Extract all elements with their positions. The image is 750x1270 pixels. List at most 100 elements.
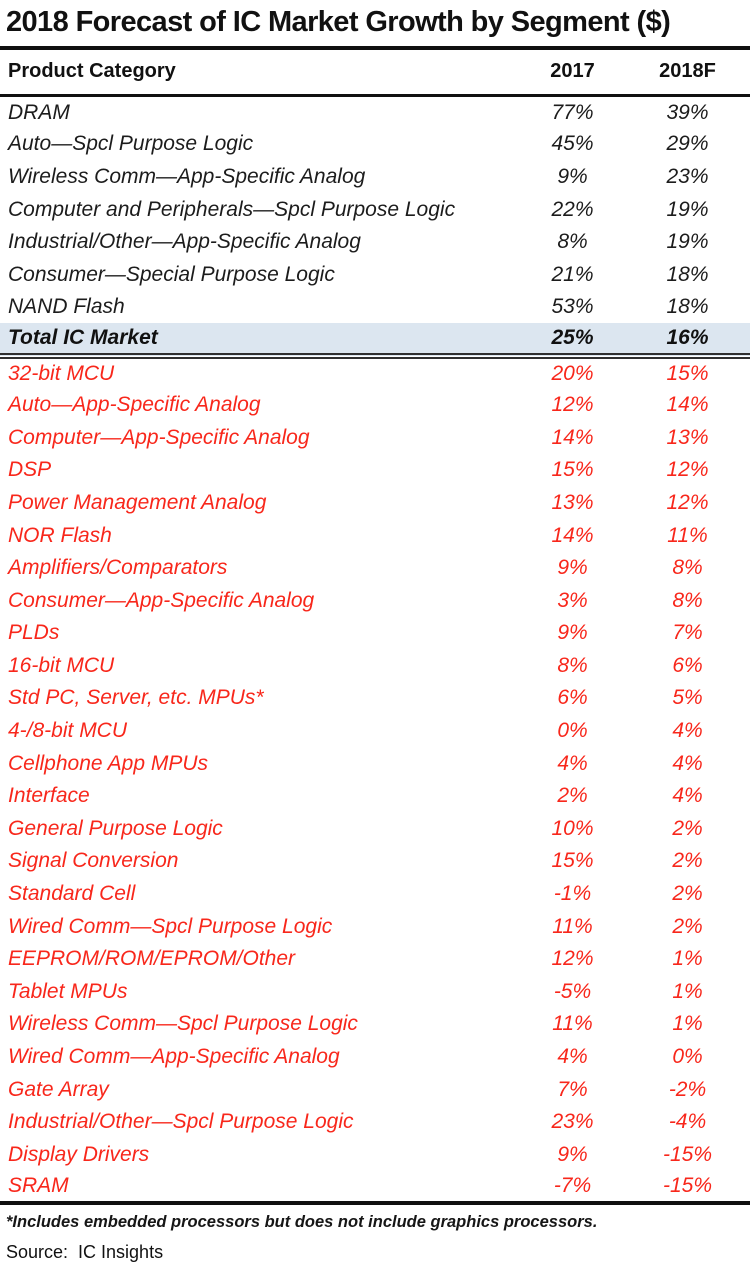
value-2017-cell: 77% bbox=[551, 100, 594, 124]
product-category-cell: Wireless Comm—Spcl Purpose Logic bbox=[8, 1012, 358, 1036]
product-category-cell: Display Drivers bbox=[8, 1142, 150, 1166]
product-category-cell: Gate Array bbox=[8, 1077, 109, 1101]
table-row: Wired Comm—Spcl Purpose Logic 11% 2% bbox=[0, 910, 750, 943]
product-category-cell: Auto—Spcl Purpose Logic bbox=[8, 132, 254, 156]
table-row: Computer—App-Specific Analog 14% 13% bbox=[0, 421, 750, 454]
product-category-cell: 32-bit MCU bbox=[8, 362, 115, 386]
value-2018f-cell: 11% bbox=[667, 523, 708, 547]
table-row: Wireless Comm—App-Specific Analog 9% 23% bbox=[0, 160, 750, 193]
value-2018f-cell: 16% bbox=[625, 323, 750, 359]
value-2018f-cell: 4% bbox=[672, 719, 703, 743]
value-2017-cell: 12% bbox=[551, 393, 594, 417]
table-row: 32-bit MCU 20% 15% bbox=[0, 356, 750, 389]
value-2017-cell: 15% bbox=[551, 458, 594, 482]
value-2017-cell: -7% bbox=[553, 1174, 592, 1198]
value-2018f-cell: 29% bbox=[666, 132, 709, 156]
value-2017-cell: 15% bbox=[551, 849, 594, 873]
table-row: Display Drivers 9% -15% bbox=[0, 1138, 750, 1171]
value-2017-cell: 22% bbox=[551, 197, 594, 221]
value-2018f-cell: 4% bbox=[672, 751, 703, 775]
value-2017-cell: 6% bbox=[557, 686, 588, 710]
value-2017-cell: 20% bbox=[551, 362, 594, 386]
value-2017-cell: 25% bbox=[520, 323, 625, 359]
value-2018f-cell: 5% bbox=[672, 686, 703, 710]
col-header-2018f: 2018F bbox=[625, 50, 750, 97]
value-2017-cell: 8% bbox=[557, 653, 588, 677]
source-line: Source: IC Insights bbox=[6, 1242, 164, 1263]
market-growth-table: Product Category 2017 2018F DRAM 77% 39% Au… bbox=[0, 50, 750, 1205]
value-2017-cell: -1% bbox=[553, 882, 592, 906]
table-row: Wired Comm—App-Specific Analog 4% 0% bbox=[0, 1040, 750, 1073]
value-2017-cell: 21% bbox=[551, 262, 594, 286]
value-2018f-cell: 1% bbox=[672, 947, 703, 971]
table-row: 16-bit MCU 8% 6% bbox=[0, 649, 750, 682]
value-2017-cell: 12% bbox=[551, 947, 594, 971]
table-row: Industrial/Other—Spcl Purpose Logic 23% -4… bbox=[0, 1105, 750, 1138]
table-row: Auto—App-Specific Analog 12% 14% bbox=[0, 388, 750, 421]
product-category-cell: Power Management Analog bbox=[8, 490, 267, 514]
table-row: NOR Flash 14% 11% bbox=[0, 519, 750, 552]
value-2017-cell: 11% bbox=[552, 1012, 593, 1036]
value-2017-cell: -5% bbox=[553, 979, 592, 1003]
value-2018f-cell: -15% bbox=[662, 1142, 713, 1166]
value-2018f-cell: 1% bbox=[672, 979, 703, 1003]
product-category-cell: Cellphone App MPUs bbox=[8, 751, 208, 775]
value-2018f-cell: -15% bbox=[662, 1174, 713, 1198]
table-row: Cellphone App MPUs 4% 4% bbox=[0, 747, 750, 780]
value-2018f-cell: 2% bbox=[672, 914, 703, 938]
col-header-2017: 2017 bbox=[520, 50, 625, 97]
value-2017-cell: 10% bbox=[551, 816, 594, 840]
product-category-cell: Std PC, Server, etc. MPUs* bbox=[8, 686, 264, 710]
product-category-cell: DRAM bbox=[8, 100, 70, 124]
value-2018f-cell: 15% bbox=[666, 362, 709, 386]
value-2018f-cell: 19% bbox=[666, 197, 709, 221]
table-row: Industrial/Other—App-Specific Analog 8% 19… bbox=[0, 225, 750, 258]
table-row: Signal Conversion 15% 2% bbox=[0, 845, 750, 878]
table-row: PLDs 9% 7% bbox=[0, 617, 750, 650]
product-category-cell: Tablet MPUs bbox=[8, 979, 128, 1003]
value-2017-cell: 14% bbox=[551, 523, 594, 547]
value-2018f-cell: 23% bbox=[666, 164, 709, 188]
value-2017-cell: 9% bbox=[557, 621, 588, 645]
table-row: DRAM 77% 39% bbox=[0, 95, 750, 128]
table-row: Std PC, Server, etc. MPUs* 6% 5% bbox=[0, 682, 750, 715]
value-2017-cell: 11% bbox=[552, 914, 593, 938]
product-category-cell: PLDs bbox=[8, 621, 60, 645]
value-2018f-cell: 8% bbox=[672, 588, 703, 612]
value-2018f-cell: 0% bbox=[672, 1045, 703, 1069]
value-2017-cell: 7% bbox=[557, 1077, 588, 1101]
product-category-cell: Computer and Peripherals—Spcl Purpose Lo… bbox=[8, 197, 456, 221]
product-category-cell: Consumer—Special Purpose Logic bbox=[8, 262, 335, 286]
value-2018f-cell: 2% bbox=[672, 882, 703, 906]
table-row: Interface 2% 4% bbox=[0, 779, 750, 812]
value-2018f-cell: 8% bbox=[672, 556, 703, 580]
value-2018f-cell: 1% bbox=[672, 1012, 703, 1036]
table-header: Product Category 2017 2018F bbox=[0, 50, 750, 97]
value-2017-cell: 9% bbox=[557, 1142, 588, 1166]
product-category-cell: Signal Conversion bbox=[8, 849, 179, 873]
footnote: *Includes embedded processors but does n… bbox=[6, 1213, 598, 1232]
product-category-cell: Wired Comm—Spcl Purpose Logic bbox=[8, 914, 333, 938]
product-category-cell: NAND Flash bbox=[8, 295, 125, 319]
value-2018f-cell: 18% bbox=[666, 262, 709, 286]
value-2018f-cell: 12% bbox=[666, 490, 709, 514]
table-row: SRAM -7% -15% bbox=[0, 1171, 750, 1204]
value-2017-cell: 23% bbox=[551, 1110, 594, 1134]
value-2018f-cell: 18% bbox=[666, 295, 709, 319]
value-2017-cell: 14% bbox=[551, 425, 594, 449]
product-category-cell: Auto—App-Specific Analog bbox=[8, 393, 261, 417]
table-row: Standard Cell -1% 2% bbox=[0, 877, 750, 910]
product-category-cell: 4-/8-bit MCU bbox=[8, 719, 128, 743]
value-2017-cell: 3% bbox=[557, 588, 588, 612]
product-category-cell: Industrial/Other—Spcl Purpose Logic bbox=[8, 1110, 354, 1134]
total-row: Total IC Market 25% 16% bbox=[0, 323, 750, 359]
table-row: DSP 15% 12% bbox=[0, 454, 750, 487]
value-2017-cell: 9% bbox=[557, 164, 588, 188]
value-2017-cell: 4% bbox=[557, 1045, 588, 1069]
col-header-product-category: Product Category bbox=[0, 50, 520, 97]
product-category-cell: Computer—App-Specific Analog bbox=[8, 425, 310, 449]
product-category-cell: EEPROM/ROM/EPROM/Other bbox=[8, 947, 296, 971]
value-2018f-cell: 14% bbox=[666, 393, 709, 417]
product-category-cell: DSP bbox=[8, 458, 52, 482]
